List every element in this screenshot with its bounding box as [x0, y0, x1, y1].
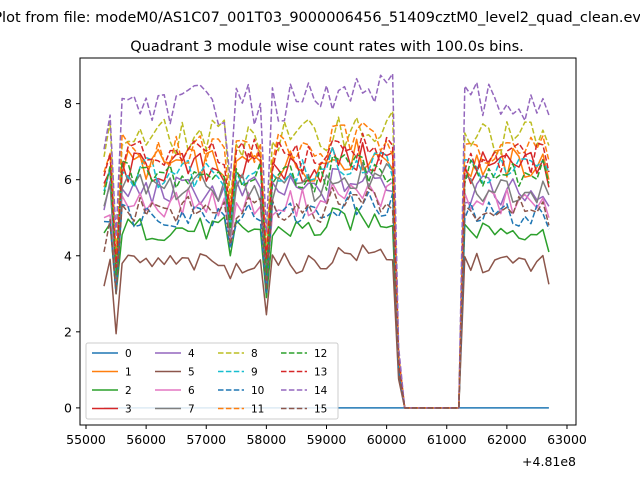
y-tick-label: 4: [64, 248, 72, 263]
x-tick-label: 61000: [427, 432, 467, 447]
legend-label-9: 9: [251, 367, 258, 379]
legend-label-1: 1: [125, 367, 132, 379]
series-line-11: [103, 121, 550, 409]
series-line-14: [103, 73, 550, 409]
legend-label-5: 5: [188, 367, 195, 379]
y-tick-label: 6: [64, 172, 72, 187]
series-line-12: [103, 153, 550, 409]
legend-label-3: 3: [125, 404, 132, 416]
x-tick-label: 63000: [547, 432, 587, 447]
legend-label-8: 8: [251, 348, 258, 360]
legend-label-0: 0: [125, 348, 132, 360]
series-layer: [103, 73, 550, 409]
plot-area-frame: [79, 57, 577, 426]
y-tick-label: 2: [64, 324, 72, 339]
legend-frame: [85, 342, 339, 420]
legend-label-12: 12: [314, 348, 327, 360]
x-tick-label: 59000: [307, 432, 347, 447]
x-tick-label: 60000: [367, 432, 407, 447]
legend-label-4: 4: [188, 348, 195, 360]
x-tick-label: 56000: [126, 432, 166, 447]
series-line-5: [103, 244, 550, 409]
x-offset-label: +4.81e8: [522, 454, 576, 469]
x-tick-label: 62000: [487, 432, 527, 447]
series-line-15: [103, 186, 550, 409]
x-axis: 55000 56000 57000 58000 59000 60000 61000 62000…: [66, 425, 587, 447]
y-axis: 0 2 4 6 8: [64, 96, 80, 415]
series-line-2: [103, 206, 550, 409]
series-line-10: [103, 191, 550, 409]
series-line-13: [103, 132, 550, 409]
legend-label-2: 2: [125, 385, 132, 397]
figure-suptitle: Plot from file: modeM0/AS1C07_001T03_900…: [0, 10, 640, 26]
legend-label-10: 10: [251, 385, 264, 397]
y-tick-label: 8: [64, 96, 72, 111]
series-line-9: [103, 146, 550, 409]
legend-label-15: 15: [314, 404, 327, 416]
legend-label-13: 13: [314, 367, 327, 379]
legend-label-6: 6: [188, 385, 195, 397]
axes-title: Quadrant 3 module wise count rates with …: [130, 39, 524, 55]
y-tick-label: 0: [64, 400, 72, 415]
legend-label-11: 11: [251, 404, 264, 416]
x-tick-label: 57000: [186, 432, 226, 447]
series-line-7: [103, 161, 550, 409]
legend-label-14: 14: [314, 385, 328, 397]
legend-label-7: 7: [188, 404, 195, 416]
x-tick-label: 55000: [66, 432, 106, 447]
x-tick-label: 58000: [246, 432, 286, 447]
